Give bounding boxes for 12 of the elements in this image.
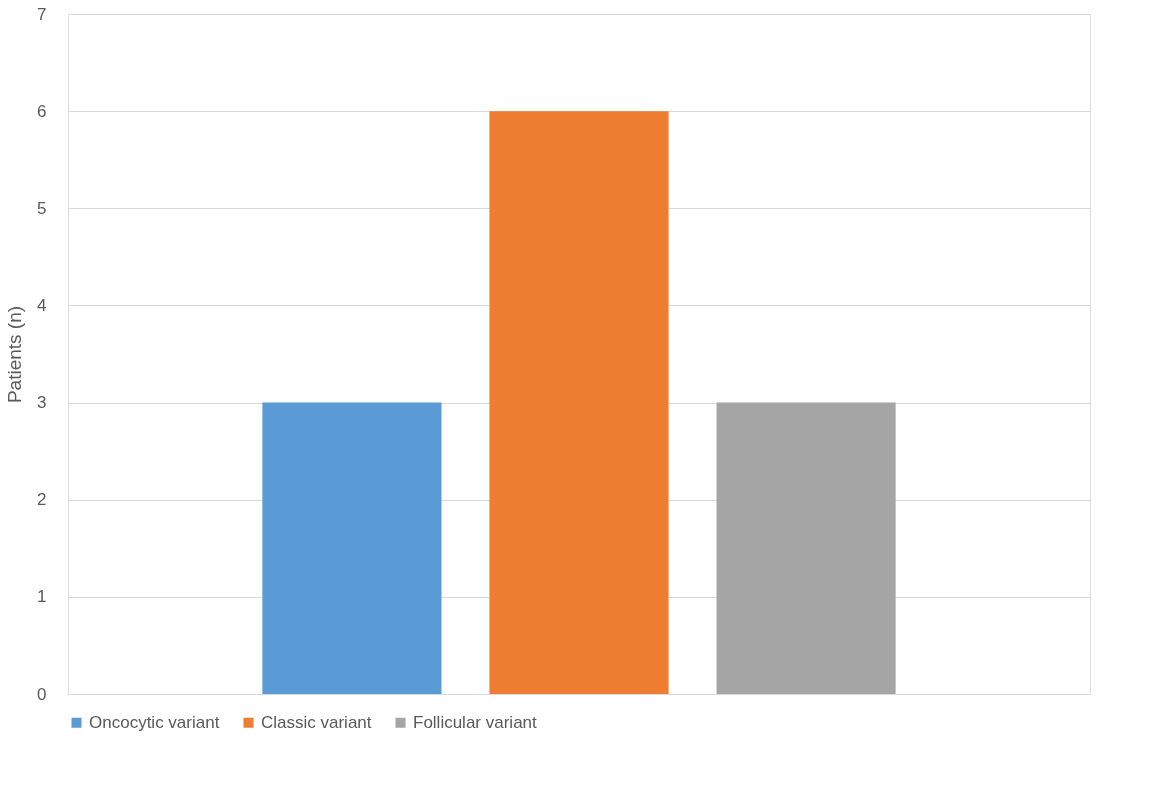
y-tick-label: 6 <box>37 101 47 121</box>
legend-label: Classic variant <box>261 712 372 732</box>
y-tick-label: 4 <box>37 295 47 315</box>
y-tick-label: 3 <box>37 393 47 413</box>
y-tick-label: 5 <box>37 198 47 218</box>
y-tick-label: 2 <box>37 490 47 510</box>
legend-label: Oncocytic variant <box>89 712 220 732</box>
legend-label: Follicular variant <box>413 712 538 732</box>
y-tick-label: 7 <box>37 4 47 24</box>
y-axis-title: Patients (n) <box>4 305 26 404</box>
y-tick-label: 1 <box>37 587 47 607</box>
y-tick-label: 0 <box>37 684 47 704</box>
